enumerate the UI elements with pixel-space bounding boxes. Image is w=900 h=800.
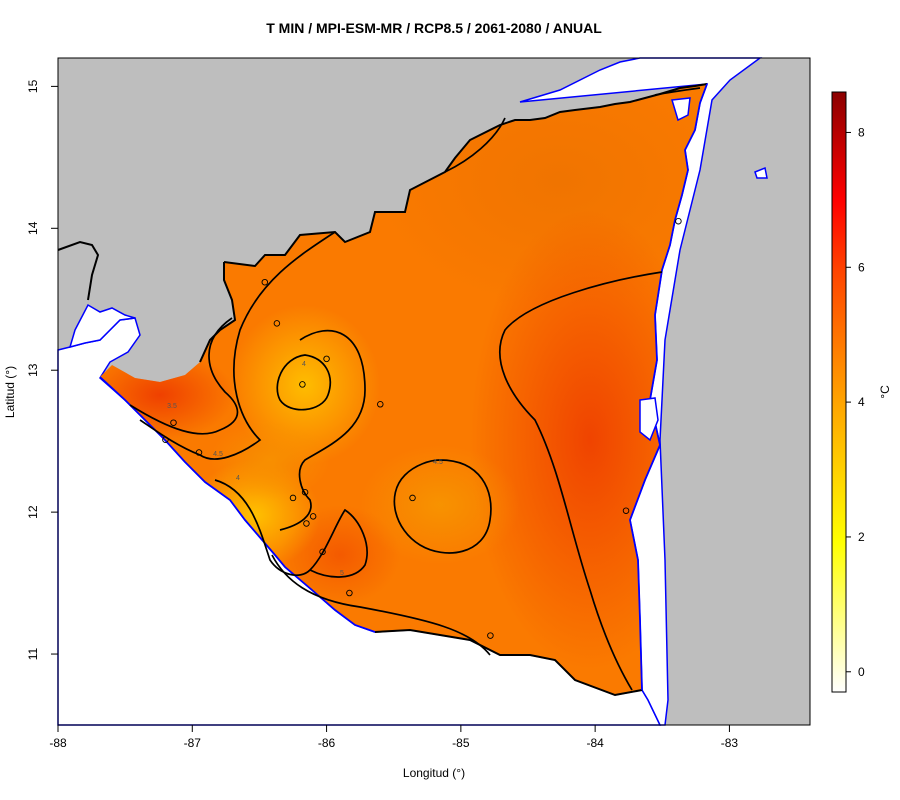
station-marker bbox=[409, 494, 416, 502]
contour-4-5-east bbox=[393, 459, 492, 554]
station-marker bbox=[622, 507, 630, 514]
station-marker bbox=[289, 494, 297, 502]
x-tick-label: -84 bbox=[586, 736, 604, 750]
station-marker bbox=[377, 401, 384, 408]
colorbar: 0 2 4 6 8 bbox=[831, 91, 865, 693]
station-marker bbox=[299, 381, 306, 388]
station-marker bbox=[195, 449, 203, 456]
stations-layer bbox=[162, 217, 682, 639]
x-tick-label: -87 bbox=[184, 736, 202, 750]
colorbar-tick-label: 2 bbox=[858, 530, 865, 544]
x-tick-label: -83 bbox=[721, 736, 739, 750]
station-marker bbox=[273, 320, 281, 327]
colorbar-gradient bbox=[831, 91, 847, 693]
northwest-border bbox=[199, 262, 237, 363]
contour-label: 4 bbox=[236, 475, 240, 482]
contour-label: 4 bbox=[302, 361, 306, 368]
station-marker bbox=[301, 489, 309, 496]
station-marker bbox=[323, 355, 330, 363]
x-axis: -88 -87 -86 -85 -84 -83 bbox=[49, 725, 738, 750]
station-marker bbox=[675, 217, 682, 225]
y-tick-label: 11 bbox=[26, 647, 40, 660]
colorbar-tick-label: 4 bbox=[858, 395, 865, 409]
contour-4-southwest bbox=[214, 479, 368, 578]
station-marker bbox=[319, 548, 326, 556]
colorbar-unit: °C bbox=[878, 385, 892, 399]
y-axis-label: Latitud (°) bbox=[3, 365, 17, 419]
station-marker bbox=[170, 419, 177, 426]
contour-label: 4.5 bbox=[433, 459, 443, 466]
contour-4-5-south bbox=[271, 554, 491, 656]
y-tick-label: 14 bbox=[26, 221, 40, 235]
contour-label: 3.5 bbox=[167, 403, 177, 410]
contour-4-5-caribbean bbox=[499, 271, 663, 691]
contour-4-northwest bbox=[139, 231, 336, 460]
contour-lines bbox=[129, 87, 701, 691]
contour-4-5-ne2 bbox=[654, 87, 701, 96]
x-tick-label: -86 bbox=[318, 736, 336, 750]
station-marker bbox=[309, 513, 317, 520]
station-marker bbox=[346, 589, 353, 597]
contour-label: 4.5 bbox=[213, 451, 223, 458]
gulf-of-fonseca bbox=[68, 303, 136, 349]
x-tick-label: -88 bbox=[49, 736, 67, 750]
colorbar-tick-label: 0 bbox=[858, 665, 865, 679]
contour-4-5-central bbox=[279, 329, 366, 531]
contour-3-5-west bbox=[129, 317, 239, 435]
southern-border bbox=[374, 628, 643, 697]
plot-frame bbox=[57, 57, 811, 726]
x-tick-label: -85 bbox=[452, 736, 470, 750]
northern-border bbox=[223, 83, 708, 268]
station-marker bbox=[303, 520, 310, 527]
miskito-cays bbox=[754, 166, 768, 179]
contour-4-5-northeast bbox=[444, 117, 506, 173]
station-marker bbox=[487, 632, 494, 639]
caribbean-coastline bbox=[629, 83, 708, 691]
x-axis-label: Longitud (°) bbox=[402, 766, 466, 780]
y-tick-label: 12 bbox=[26, 505, 40, 519]
station-marker bbox=[261, 278, 269, 286]
contour-label: 5 bbox=[340, 570, 344, 577]
y-tick-label: 13 bbox=[26, 363, 40, 377]
contour-4-center bbox=[276, 354, 332, 411]
pearl-lagoon bbox=[639, 397, 659, 442]
colorbar-tick-label: 6 bbox=[858, 260, 865, 274]
honduras-border-west bbox=[57, 240, 100, 301]
map-title: T MIN / MPI-ESM-MR / RCP8.5 / 2061-2080 … bbox=[266, 20, 602, 36]
colorbar-ticks: 0 2 4 6 8 bbox=[846, 125, 865, 679]
station-marker bbox=[162, 436, 169, 444]
y-axis: 11 12 13 14 15 bbox=[26, 79, 58, 660]
northern-lagoon bbox=[671, 97, 691, 122]
pacific-coastline bbox=[99, 376, 376, 633]
contour-labels: 3.5 4 4.5 4 4.5 5 bbox=[167, 361, 443, 577]
colorbar-tick-label: 8 bbox=[858, 125, 865, 139]
y-tick-label: 15 bbox=[26, 79, 40, 93]
